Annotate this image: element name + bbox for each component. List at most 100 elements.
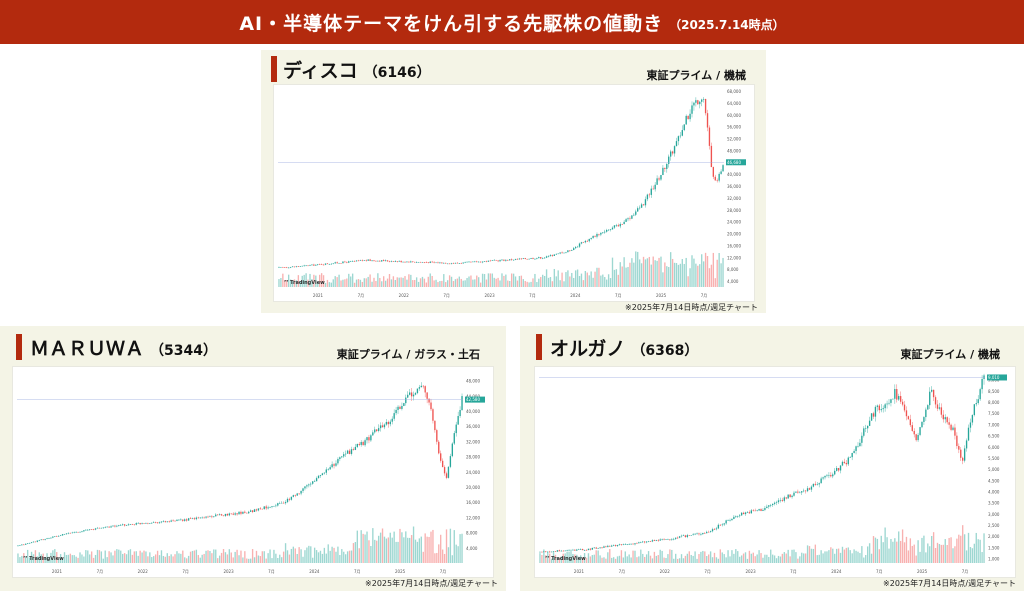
candle-body xyxy=(201,517,203,519)
y-tick-label: 1,000 xyxy=(988,557,1000,562)
volume-bar xyxy=(932,532,935,563)
candle-body xyxy=(587,548,590,551)
volume-bar xyxy=(257,555,260,563)
volume-bar xyxy=(133,551,135,563)
candle-body xyxy=(697,100,699,105)
candle-body xyxy=(911,425,913,431)
candle-body xyxy=(342,261,344,264)
candle-body xyxy=(135,523,137,525)
volume-bar xyxy=(211,553,213,563)
y-tick-label: 4,000 xyxy=(988,489,1000,494)
volume-bar xyxy=(841,546,844,563)
candle-body xyxy=(665,539,667,540)
volume-bar xyxy=(706,556,708,563)
candle-body xyxy=(884,404,886,409)
candle-body xyxy=(530,258,532,259)
candle-body xyxy=(114,525,116,527)
volume-bar xyxy=(116,549,118,563)
candle-body xyxy=(151,522,153,524)
candle-body xyxy=(261,508,263,510)
volume-bar xyxy=(365,278,367,287)
candle-body xyxy=(812,483,815,487)
candle-body xyxy=(324,263,327,265)
volume-bar xyxy=(636,557,638,563)
volume-bar xyxy=(528,282,530,287)
volume-bar xyxy=(570,551,572,563)
candle-body xyxy=(356,443,358,447)
volume-bar xyxy=(865,555,867,563)
volume-bar xyxy=(141,552,143,563)
volume-bar xyxy=(166,553,168,563)
volume-bar xyxy=(551,281,554,287)
candle-body xyxy=(112,525,114,527)
y-tick-label: 52,000 xyxy=(727,137,741,142)
candle-body xyxy=(123,524,126,526)
candle-body xyxy=(353,261,356,262)
candle-body xyxy=(299,266,301,268)
candle-body xyxy=(754,510,756,512)
candle-body xyxy=(388,261,391,262)
volume-bar xyxy=(585,557,588,563)
volume-bar xyxy=(666,266,668,287)
volume-bar xyxy=(541,554,543,563)
candle-body xyxy=(110,526,112,528)
candle-body xyxy=(727,520,729,521)
volume-bar xyxy=(598,267,600,287)
volume-bar xyxy=(631,258,633,287)
candle-body xyxy=(284,267,286,268)
volume-bar xyxy=(878,549,880,563)
volume-bar xyxy=(623,257,625,287)
candle-body xyxy=(640,204,643,208)
candle-body xyxy=(360,442,362,445)
candle-body xyxy=(605,546,607,548)
volume-bar xyxy=(135,551,137,563)
volume-bar xyxy=(599,555,601,563)
volume-bar xyxy=(197,555,199,563)
volume-bar xyxy=(374,539,376,563)
volume-bar xyxy=(859,553,861,563)
candle-body xyxy=(352,449,355,450)
candle-body xyxy=(779,499,782,501)
candle-body xyxy=(929,391,931,406)
candle-body xyxy=(282,267,284,268)
y-tick-label: 6,500 xyxy=(988,434,1000,439)
volume-bar xyxy=(602,274,604,287)
candle-body xyxy=(863,428,865,436)
candle-body xyxy=(116,525,118,527)
volume-bar xyxy=(456,278,459,287)
volume-bar xyxy=(309,273,311,287)
candle-body xyxy=(297,266,300,267)
candle-body xyxy=(387,421,390,425)
volume-bar xyxy=(392,276,395,287)
y-tick-label: 3,500 xyxy=(988,501,1000,506)
volume-bar xyxy=(381,281,383,287)
volume-bar xyxy=(671,258,674,287)
volume-bar xyxy=(785,553,787,563)
candle-body xyxy=(656,178,658,185)
volume-bar xyxy=(137,555,139,563)
volume-bar xyxy=(168,556,170,563)
volume-bar xyxy=(339,555,341,563)
volume-bar xyxy=(201,554,203,563)
candle-body xyxy=(591,547,594,550)
last-price-badge xyxy=(726,159,746,166)
candle-body xyxy=(493,259,495,261)
volume-bar xyxy=(446,280,449,287)
candle-body xyxy=(44,539,46,540)
volume-bar xyxy=(694,551,696,563)
volume-bar xyxy=(605,558,607,563)
candle-body xyxy=(620,544,623,545)
volume-bar xyxy=(83,556,85,563)
volume-bar xyxy=(355,279,358,287)
candle-body xyxy=(143,523,145,524)
volume-bar xyxy=(246,558,248,563)
candle-body xyxy=(368,437,370,441)
volume-bar xyxy=(604,277,606,287)
volume-bar xyxy=(936,542,939,563)
candle-body xyxy=(598,233,600,235)
candle-body xyxy=(975,403,977,405)
volume-bar xyxy=(564,553,566,563)
candle-body xyxy=(23,544,25,546)
volume-bar xyxy=(23,553,25,563)
volume-bar xyxy=(311,279,313,287)
